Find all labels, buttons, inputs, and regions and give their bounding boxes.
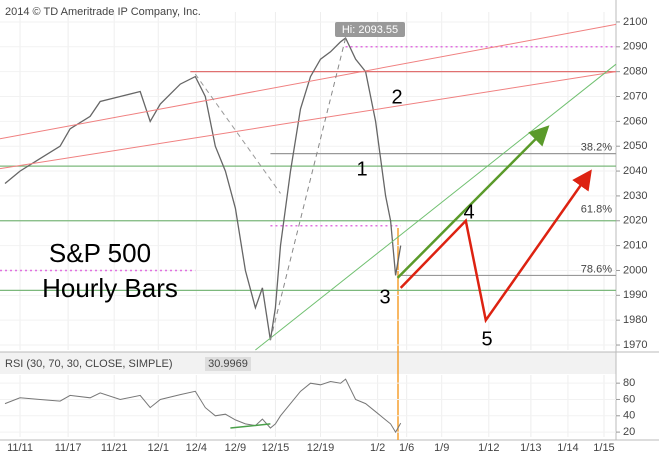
y-tick-label: 2060 xyxy=(623,115,647,127)
y-tick-label: 2000 xyxy=(623,264,647,276)
x-tick-label: 12/1 xyxy=(148,442,169,454)
high-box xyxy=(335,22,405,37)
plot: 11/11 11/17 11/21 12/1 12/4 12/9 12/15 12/19 1/2… xyxy=(0,12,647,454)
rsi-value-box xyxy=(205,357,251,371)
x-tick-label: 12/9 xyxy=(225,442,246,454)
x-tick-label: 11/17 xyxy=(55,442,82,454)
y-tick-label: 2070 xyxy=(623,90,647,102)
trend-line xyxy=(269,37,347,341)
x-tick-label: 1/12 xyxy=(478,442,499,454)
x-tick-label: 12/4 xyxy=(186,442,207,454)
x-tick-label: 1/2 xyxy=(370,442,385,454)
x-tick-label: 12/15 xyxy=(262,442,290,454)
y-tick-label: 1980 xyxy=(623,314,647,326)
y-tick-label: 2050 xyxy=(623,140,647,152)
y-tick-label: 1970 xyxy=(623,339,647,351)
trend-line xyxy=(0,23,617,140)
y-tick-label: 2020 xyxy=(623,215,647,227)
rsi-trend-line xyxy=(230,423,271,429)
rsi-label: RSI (30, 70, 30, CLOSE, SIMPLE) xyxy=(5,358,173,370)
projection-arrow xyxy=(396,125,550,279)
price-line xyxy=(4,36,402,341)
x-tick-label: 1/9 xyxy=(434,442,449,454)
y-tick-label: 20 xyxy=(623,426,635,438)
wave-label: 3 xyxy=(379,286,390,308)
y-tick-label: 2090 xyxy=(623,41,647,53)
y-tick-label: 2030 xyxy=(623,190,647,202)
x-tick-label: 1/13 xyxy=(520,442,541,454)
rsi-value: 30.9969 xyxy=(208,358,248,370)
title: S&P 500 xyxy=(49,238,151,268)
wave-label: 2 xyxy=(391,86,402,108)
x-tick-label: 12/19 xyxy=(307,442,335,454)
wave-label: 4 xyxy=(463,201,474,223)
fib-label: 38.2% xyxy=(581,142,612,154)
trend-line xyxy=(0,71,617,170)
wave-label: 1 xyxy=(356,158,367,180)
rsi-line xyxy=(4,378,402,434)
y-tick-label: 1990 xyxy=(623,289,647,301)
trend-line xyxy=(255,63,617,351)
y-tick-label: 2010 xyxy=(623,240,647,252)
trend-line xyxy=(194,73,281,194)
x-tick-label: 1/15 xyxy=(593,442,614,454)
x-tick-label: 11/21 xyxy=(101,442,128,454)
fib-label: 61.8% xyxy=(581,204,612,216)
x-tick-label: 11/11 xyxy=(7,442,33,454)
wave-label: 5 xyxy=(481,328,492,350)
subtitle: Hourly Bars xyxy=(42,273,178,303)
fib-label: 78.6% xyxy=(581,263,612,275)
y-tick-label: 80 xyxy=(623,377,635,389)
y-tick-label: 60 xyxy=(623,393,635,405)
rsi-header xyxy=(0,352,616,374)
projection-arrow xyxy=(399,169,592,324)
high-label: Hi: 2093.55 xyxy=(342,24,398,36)
y-tick-label: 2100 xyxy=(623,16,647,28)
x-tick-label: 1/14 xyxy=(557,442,578,454)
y-tick-label: 2080 xyxy=(623,66,647,78)
y-tick-label: 40 xyxy=(623,410,635,422)
copyright: 2014 © TD Ameritrade IP Company, Inc. xyxy=(5,6,201,18)
x-tick-label: 1/6 xyxy=(399,442,414,454)
y-tick-label: 2040 xyxy=(623,165,647,177)
